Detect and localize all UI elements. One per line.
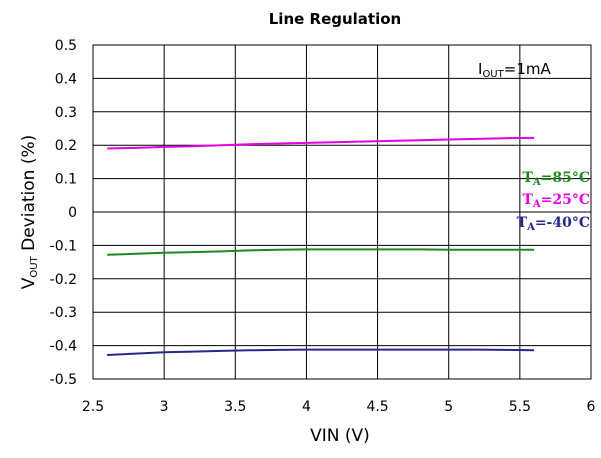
legend-entry: TA=-40°C <box>517 215 590 233</box>
x-tick-label: 4 <box>302 399 311 415</box>
annotation-sub: OUT <box>482 69 504 80</box>
x-tick-label: 3.5 <box>224 399 246 415</box>
y-tick-label: -0.5 <box>50 372 77 388</box>
annotation-rest: =1mA <box>504 60 552 78</box>
y-tick-label: -0.4 <box>50 339 77 355</box>
y-tick-label: -0.3 <box>50 305 77 321</box>
x-tick-label: 5 <box>444 399 453 415</box>
annotation-main: I <box>478 60 482 78</box>
x-axis-label: VIN (V) <box>310 426 370 446</box>
x-tick-label: 5.5 <box>509 399 531 415</box>
y-tick-label: 0.2 <box>55 138 77 154</box>
x-tick-labels: 2.5 3 3.5 4 4.5 5 5.5 6 <box>82 399 596 415</box>
y-tick-label: 0.5 <box>55 38 77 54</box>
series-line <box>107 136 535 150</box>
y-axis-label-sub: OUT <box>29 255 40 277</box>
legend-entry: TA=85°C <box>522 170 590 188</box>
y-tick-label: 0 <box>68 205 77 221</box>
y-tick-label: -0.2 <box>50 272 77 288</box>
series-line <box>107 348 535 356</box>
y-tick-label: 0.4 <box>55 71 77 87</box>
x-tick-label: 3 <box>160 399 169 415</box>
condition-annotation: IOUT=1mA <box>478 60 551 80</box>
y-axis-label-main: V <box>19 277 39 289</box>
grid-lines <box>92 44 592 380</box>
x-tick-label: 2.5 <box>82 399 104 415</box>
y-axis-label: VOUT Deviation (%) <box>19 135 40 290</box>
y-tick-label: -0.1 <box>50 238 77 254</box>
x-tick-label: 6 <box>587 399 596 415</box>
x-tick-label: 4.5 <box>366 399 388 415</box>
y-tick-label: 0.3 <box>55 105 77 121</box>
chart-title: Line Regulation <box>269 10 401 28</box>
legend-entry: TA=25°C <box>522 192 590 210</box>
data-series <box>107 136 535 356</box>
y-tick-labels: 0.5 0.4 0.3 0.2 0.1 0 -0.1 -0.2 -0.3 -0.4 -0.5 <box>50 38 77 388</box>
series-line <box>107 248 535 256</box>
legend: TA=85°C TA=25°C TA=-40°C <box>517 170 590 233</box>
y-axis-label-rest: Deviation (%) <box>19 135 39 257</box>
y-tick-label: 0.1 <box>55 172 77 188</box>
